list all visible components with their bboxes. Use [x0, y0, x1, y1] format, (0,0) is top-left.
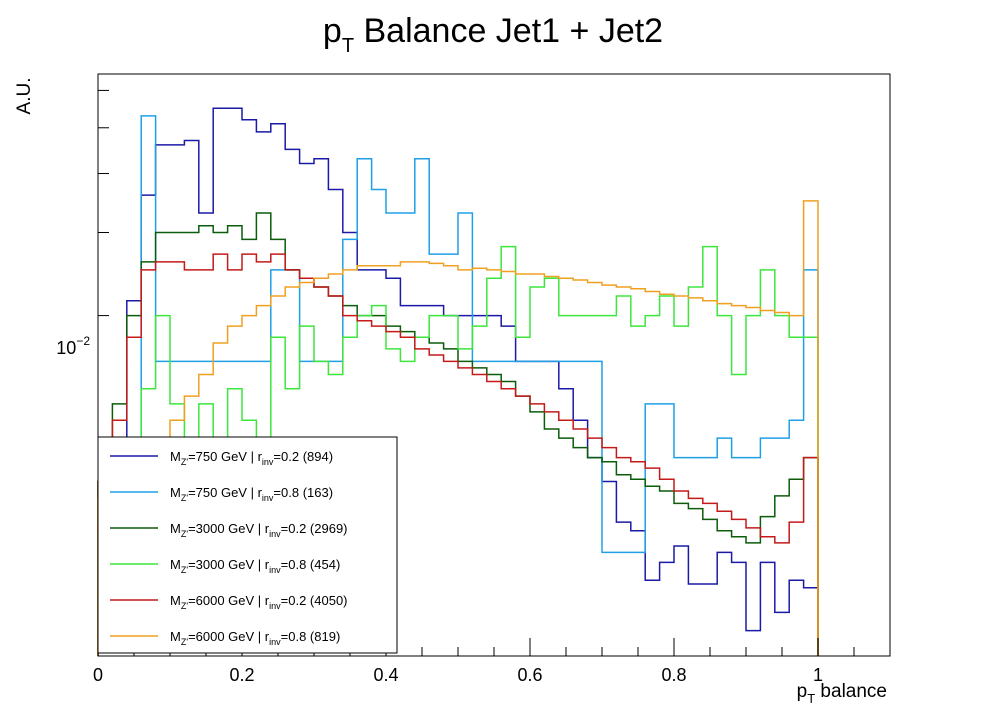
y-axis-label: A.U.	[14, 78, 35, 115]
x-tick-label: 0.8	[661, 665, 686, 685]
series-line-5	[97, 253, 819, 656]
plot-series-group	[97, 107, 819, 656]
legend-entry-4: MZ'=3000 GeV | rinv=0.8 (454)	[170, 557, 340, 575]
legend-entry-2: MZ'=750 GeV | rinv=0.8 (163)	[170, 485, 333, 503]
chart-title: pT Balance Jet1 + Jet2	[323, 12, 663, 57]
x-tick-label: 0.6	[517, 665, 542, 685]
x-tick-label: 1	[813, 665, 823, 685]
x-tick-labels: 0 0.2 0.4 0.6 0.8 1	[93, 665, 823, 685]
legend-entry-6: MZ'=6000 GeV | rinv=0.8 (819)	[170, 629, 340, 647]
x-axis-label: pT balance	[797, 681, 887, 706]
series-line-2	[97, 115, 819, 656]
x-tick-label: 0.2	[229, 665, 254, 685]
series-line-6	[97, 200, 819, 656]
legend: MZ'=750 GeV | rinv=0.2 (894) MZ'=750 GeV …	[97, 436, 398, 654]
legend-entry-5: MZ'=6000 GeV | rinv=0.2 (4050)	[170, 593, 348, 611]
x-tick-label: 0	[93, 665, 103, 685]
series-line-3	[97, 212, 819, 656]
legend-entry-3: MZ'=3000 GeV | rinv=0.2 (2969)	[170, 521, 348, 539]
legend-box	[97, 436, 398, 654]
y-tick-label-1e-2: 10−2	[56, 334, 90, 358]
series-line-4	[97, 245, 819, 656]
legend-entry-1: MZ'=750 GeV | rinv=0.2 (894)	[170, 449, 333, 467]
x-tick-label: 0.4	[373, 665, 398, 685]
